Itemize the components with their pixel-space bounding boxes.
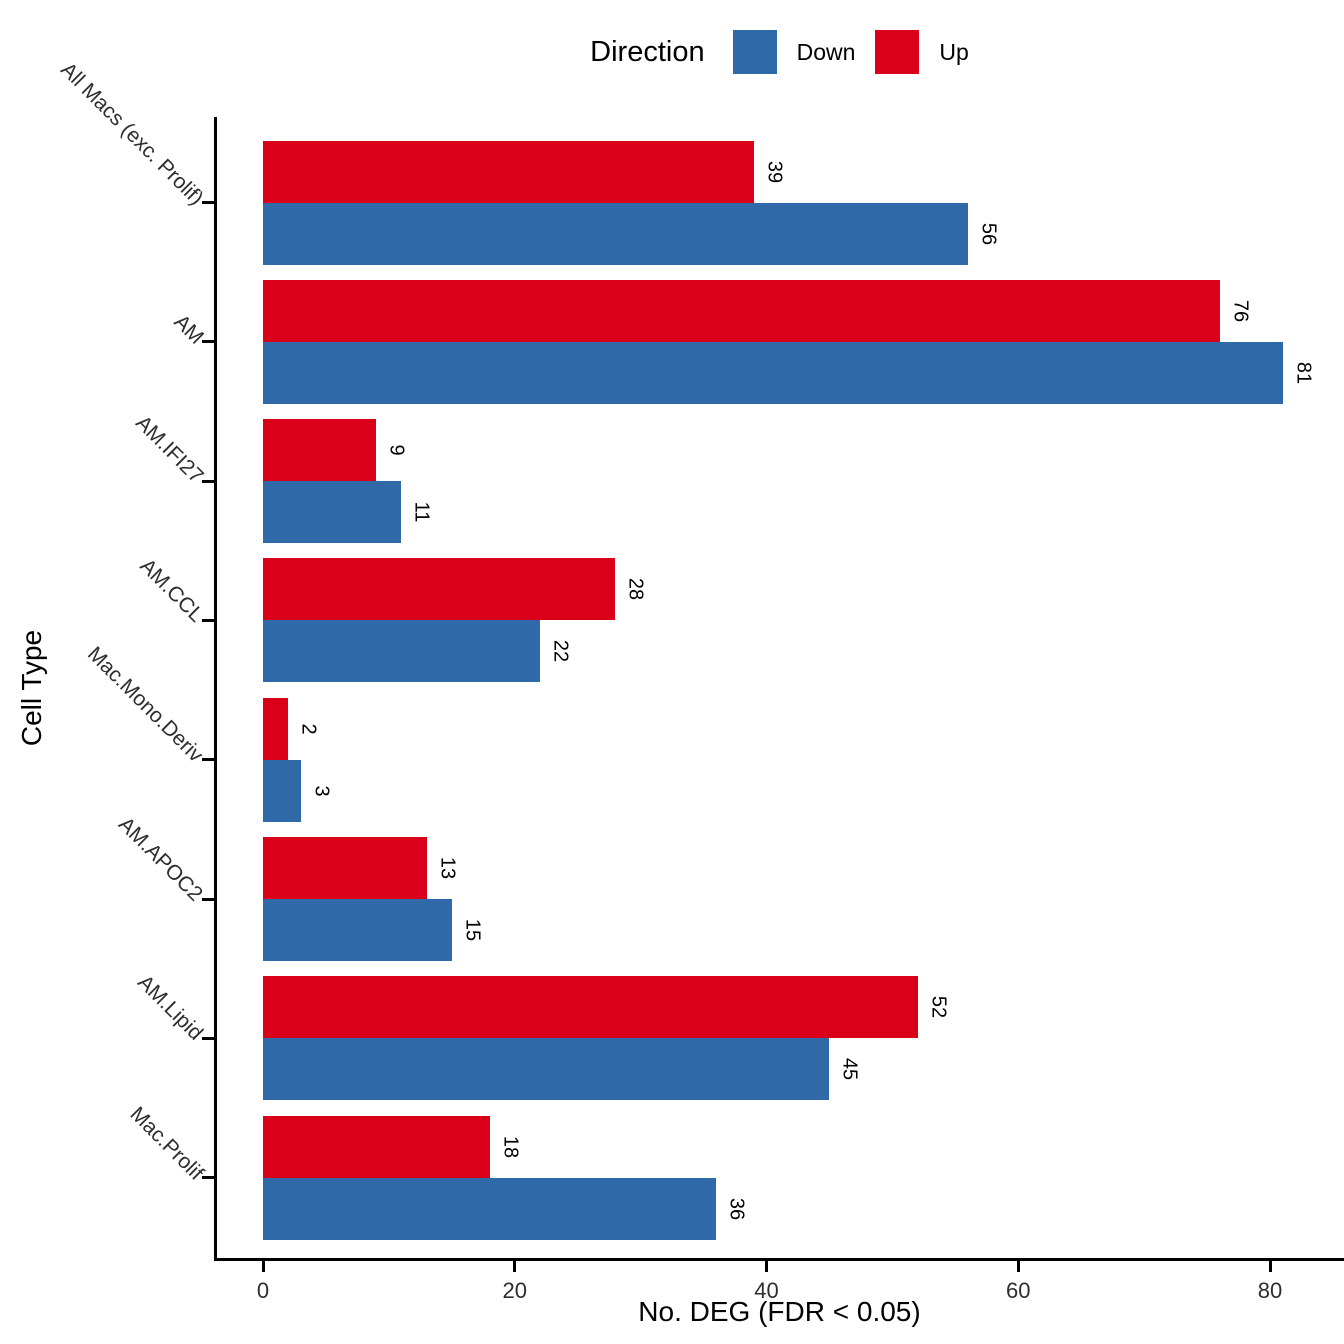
bar-up: [263, 140, 754, 203]
y-axis-tick-label: AM.APOC2: [114, 812, 208, 906]
bar-up: [263, 279, 1220, 342]
bar-value-label: 81: [1292, 361, 1315, 384]
legend-label-down: Down: [796, 38, 856, 65]
bar-up: [263, 976, 918, 1039]
x-axis-tick-label: 60: [1006, 1278, 1031, 1303]
legend-swatch-up: [875, 30, 920, 74]
y-axis-title: Cell Type: [16, 629, 47, 747]
y-axis-tick: [202, 758, 214, 762]
bar-up: [263, 837, 427, 899]
bar-value-label: 13: [436, 856, 459, 880]
x-axis-tick-label: 20: [502, 1278, 527, 1303]
bar-down: [263, 1177, 717, 1240]
y-axis-tick-label: AM.IFI27: [130, 411, 208, 488]
y-axis-tick: [202, 479, 214, 483]
bar-value-label: 2: [297, 723, 320, 735]
bar-value-label: 22: [549, 640, 572, 663]
y-axis-tick-label: AM.Lipid: [133, 971, 208, 1046]
bar-value-label: 76: [1229, 299, 1252, 322]
bar-up: [263, 1115, 490, 1178]
legend-item-down: Down: [732, 30, 856, 74]
bar-value-label: 36: [725, 1197, 748, 1220]
bar-up: [263, 419, 377, 482]
bar-down: [263, 341, 1283, 404]
y-axis-tick: [202, 201, 214, 204]
y-axis-tick: [202, 618, 214, 622]
y-axis-tick-label: Mac.Mono.Deriv: [83, 642, 208, 767]
bar-up: [263, 697, 289, 760]
bar-value-label: 11: [410, 501, 433, 523]
legend-swatch-down: [732, 30, 777, 74]
bar-value-label: 9: [385, 444, 408, 456]
y-axis-tick: [202, 897, 214, 901]
x-axis-title: No. DEG (FDR < 0.05): [638, 1296, 921, 1327]
bar-down: [263, 1038, 830, 1101]
bar-value-label: 45: [838, 1058, 861, 1081]
x-axis-tick-label: 80: [1257, 1278, 1283, 1303]
y-axis-tick-label: AM.CCL: [135, 554, 208, 628]
y-axis-tick: [202, 1176, 214, 1180]
legend-item-up: Up: [875, 30, 969, 74]
bar-down: [263, 481, 402, 544]
bar-value-label: 39: [763, 160, 786, 183]
y-axis-tick: [202, 1036, 214, 1040]
bar-value-label: 15: [461, 918, 484, 942]
x-axis-tick: [765, 1260, 768, 1272]
x-axis-tick-label: 0: [256, 1278, 270, 1303]
x-axis-tick: [261, 1260, 265, 1272]
x-axis-tick: [1016, 1260, 1020, 1272]
bar-value-label: 28: [624, 578, 647, 601]
bar-value-label: 18: [499, 1135, 522, 1158]
bar-up: [263, 558, 616, 621]
y-axis-tick: [202, 340, 214, 344]
x-axis-tick: [513, 1260, 517, 1272]
y-axis-tick-label: All Macs (exc. Prolif): [55, 57, 208, 210]
x-axis-line: [214, 1258, 1344, 1261]
bar-value-label: 56: [977, 222, 1000, 245]
bar-value-label: 3: [310, 785, 333, 797]
bar-down: [263, 202, 968, 265]
y-axis-tick-label: Mac.Prolif: [125, 1102, 208, 1185]
bar-value-label: 52: [927, 996, 950, 1019]
x-axis-tick-label: 40: [754, 1278, 779, 1303]
legend-label-up: Up: [939, 38, 969, 65]
legend: Direction Down Up: [215, 24, 1344, 80]
y-axis-line: [214, 117, 217, 1261]
bar-down: [263, 620, 540, 683]
y-axis-tick-label: AM: [168, 310, 208, 349]
x-axis-tick: [1268, 1260, 1272, 1272]
bar-down: [263, 899, 452, 961]
legend-title: Direction: [590, 35, 705, 68]
bar-down: [263, 759, 301, 822]
